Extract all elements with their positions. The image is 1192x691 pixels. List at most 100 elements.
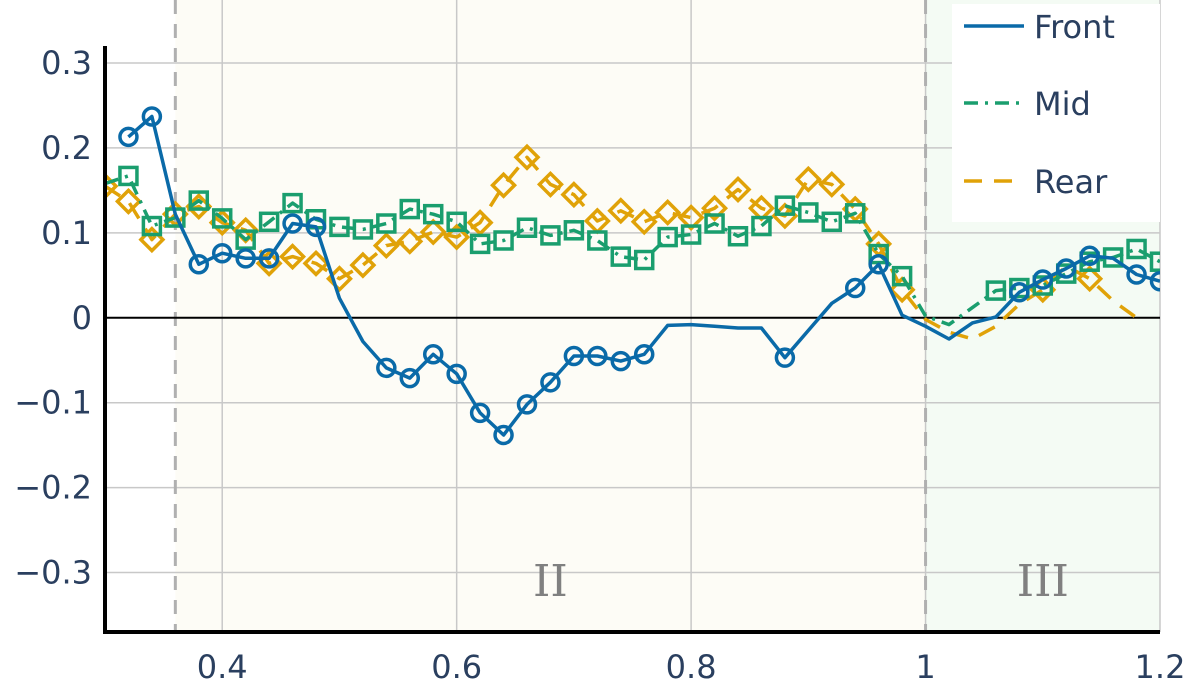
data-point-mid [540,225,561,246]
series-line-rear [105,155,1138,341]
data-point-mid [727,225,749,247]
data-point-front [376,357,397,379]
data-point-rear [607,197,635,225]
data-point-rear [302,249,330,277]
data-point-mid [1126,238,1147,260]
data-point-front [305,216,327,238]
legend-label-rear: Rear [1034,163,1108,201]
y-tick-label: −0.1 [14,384,92,422]
data-series [105,106,1160,446]
x-tick-label: 0.6 [431,648,482,686]
series-line-mid [105,174,1160,327]
data-point-rear [701,194,729,222]
data-point-front [446,363,467,385]
data-point-front [844,277,866,299]
data-point-front [493,424,514,446]
data-point-mid [821,211,843,233]
legend-box [952,4,1160,222]
data-point-mid [258,211,280,233]
data-point-rear [677,204,705,232]
data-point-front [516,394,538,415]
y-tick-label: −0.3 [14,554,92,592]
data-point-mid [422,203,444,225]
data-point-front [563,345,585,367]
data-point-rear [279,243,307,271]
tick-labels: 0.4 0.6 0.8 1 1.2 0.3 0.2 0.1 0 −0.1 −0.2 −0.3 [14,44,1185,686]
x-tick-label: 0.4 [197,648,248,686]
axes [103,46,1160,634]
data-point-mid [446,211,467,233]
data-point-rear [560,181,588,209]
data-point-rear [536,170,564,198]
data-point-rear [419,218,447,246]
data-point-mid [118,165,139,187]
data-point-rear [724,176,752,204]
x-tick-label: 1 [915,648,935,686]
data-point-mid [352,219,374,240]
data-point-mid [657,226,678,248]
data-point-front [868,254,889,275]
region-background-0 [105,0,176,632]
data-point-front [282,213,303,234]
data-point-front [587,345,608,367]
data-point-rear [372,232,400,260]
legend-label-mid: Mid [1034,85,1091,123]
data-point-mid [563,220,585,241]
data-point-mid [704,213,725,234]
data-point-mid [329,216,350,238]
data-point-rear [114,187,142,215]
y-tick-label: 0 [72,299,92,337]
data-point-mid [188,190,210,211]
legend-item-rear: Rear [964,163,1108,201]
legend-item-mid: Mid [964,85,1091,123]
data-point-front [1009,282,1030,303]
y-tick-label: 0.2 [41,129,92,167]
data-point-front [774,347,796,368]
data-point-mid [798,202,819,223]
data-point-front [118,126,139,148]
data-point-mid [610,246,632,267]
data-point-mid [1149,251,1160,272]
data-point-mid [399,198,421,220]
data-point-rear [349,251,377,279]
data-point-front [633,344,655,365]
data-point-mid [282,192,303,214]
region-labels: II III [533,556,1069,607]
data-point-front [610,350,632,372]
data-point-mid [891,265,913,287]
data-point-mid [774,195,796,216]
data-point-rear [630,208,658,236]
data-point-rear [654,198,682,226]
data-point-front [258,248,280,269]
x-tick-label: 1.2 [1135,648,1186,686]
data-point-front [1032,269,1054,290]
data-point-mid [985,280,1007,301]
x-tick-label: 0.8 [666,648,717,686]
data-point-rear [794,165,822,193]
data-point-front [1079,245,1100,267]
data-point-mid [844,203,866,224]
data-point-front [188,254,210,275]
data-point-rear [490,171,518,199]
data-point-front [399,367,421,389]
data-point-mid [516,217,538,238]
data-point-rear [396,227,424,255]
data-point-mid [211,208,233,229]
data-point-mid [141,215,163,237]
legend-item-front: Front [964,8,1115,46]
region-label: III [1017,556,1069,607]
data-point-front [235,248,256,269]
data-point-mid [680,224,702,245]
y-tick-label: 0.1 [41,214,92,252]
data-point-front [540,372,561,393]
data-point-rear [1076,265,1104,293]
data-point-front [1126,264,1147,285]
data-point-rear [513,143,541,171]
data-point-mid [587,230,608,251]
region-background-1 [175,0,926,632]
data-point-rear [443,223,471,251]
legend: Front Mid Rear [952,4,1160,222]
data-point-mid [376,213,397,234]
data-point-front [1055,258,1077,279]
